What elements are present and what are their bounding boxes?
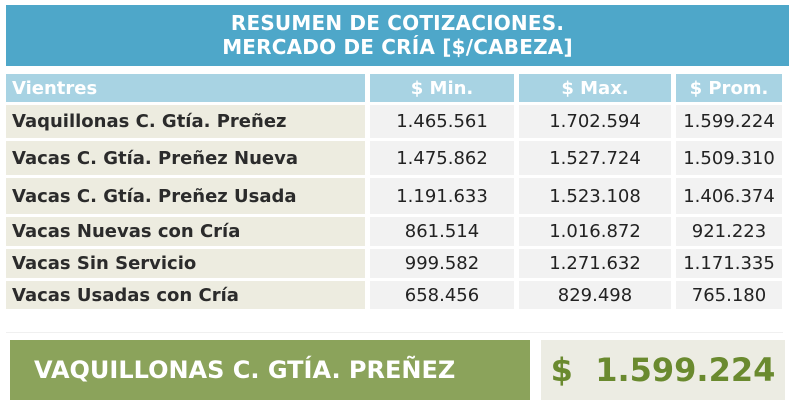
prom-value: 1.171.335 [676, 249, 782, 278]
column-header-prom: $ Prom. [676, 74, 782, 102]
min-value: 861.514 [370, 217, 514, 246]
row-label: Vaquillonas C. Gtía. Preñez [6, 105, 365, 138]
min-value: 1.465.561 [370, 105, 514, 138]
max-value: 1.016.872 [519, 217, 671, 246]
max-value: 1.523.108 [519, 178, 671, 214]
min-value: 1.191.633 [370, 178, 514, 214]
highlight-label-banner: VAQUILLONAS C. GTÍA. PREÑEZ [10, 340, 530, 400]
max-value: 1.527.724 [519, 141, 671, 175]
highlight-value: $ 1.599.224 [550, 351, 776, 389]
title-line-1: RESUMEN DE COTIZACIONES. [230, 11, 565, 35]
row-label: Vacas Nuevas con Cría [6, 217, 365, 246]
column-header-min: $ Min. [370, 74, 514, 102]
max-value: 1.271.632 [519, 249, 671, 278]
row-label: Vacas C. Gtía. Preñez Usada [6, 178, 365, 214]
title-line-2: MERCADO DE CRÍA [$/CABEZA] [222, 35, 573, 59]
min-value: 1.475.862 [370, 141, 514, 175]
row-label: Vacas C. Gtía. Preñez Nueva [6, 141, 365, 175]
prom-value: 1.406.374 [676, 178, 782, 214]
title-banner: RESUMEN DE COTIZACIONES. MERCADO DE CRÍA… [6, 5, 789, 66]
prom-value: 765.180 [676, 281, 782, 309]
quotes-table: Vientres $ Min. $ Max. $ Prom. Vaquillon… [6, 74, 783, 312]
column-header-max: $ Max. [519, 74, 671, 102]
max-value: 1.702.594 [519, 105, 671, 138]
row-label: Vacas Usadas con Cría [6, 281, 365, 309]
min-value: 658.456 [370, 281, 514, 309]
highlight-value-banner: $ 1.599.224 [541, 340, 785, 400]
prom-value: 1.599.224 [676, 105, 782, 138]
highlight-label: VAQUILLONAS C. GTÍA. PREÑEZ [34, 356, 456, 384]
prom-value: 1.509.310 [676, 141, 782, 175]
min-value: 999.582 [370, 249, 514, 278]
column-header-vientres: Vientres [6, 74, 365, 102]
prom-value: 921.223 [676, 217, 782, 246]
divider [6, 332, 783, 333]
max-value: 829.498 [519, 281, 671, 309]
row-label: Vacas Sin Servicio [6, 249, 365, 278]
